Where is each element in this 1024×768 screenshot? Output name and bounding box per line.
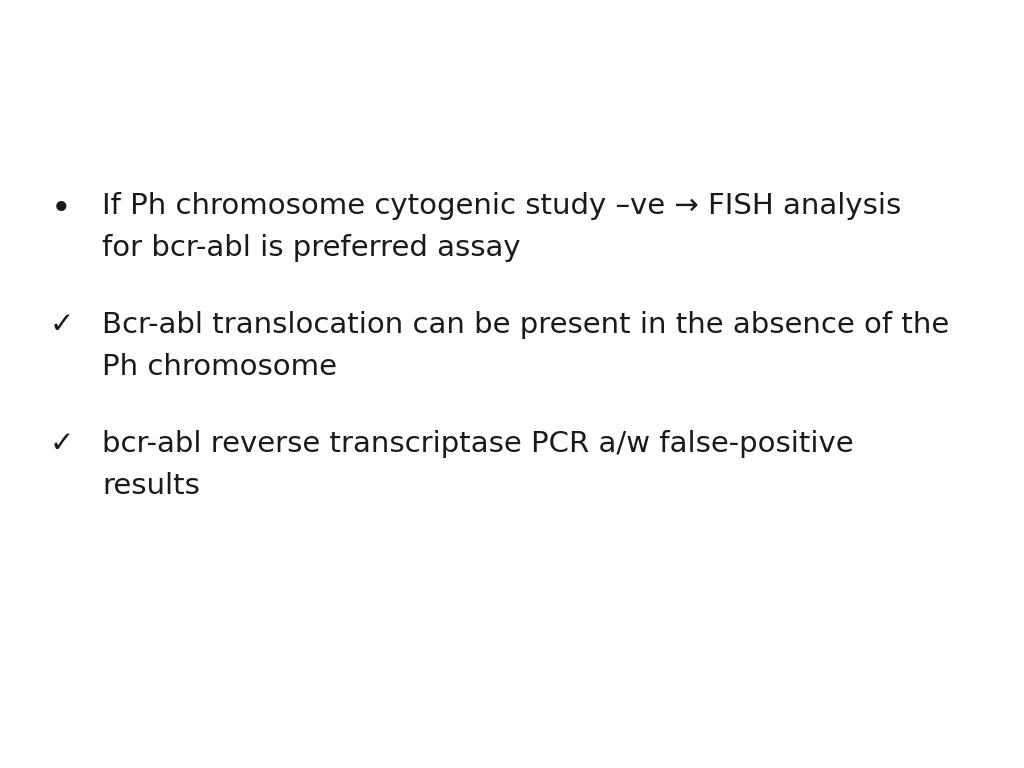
Text: for bcr-abl is preferred assay: for bcr-abl is preferred assay <box>102 234 521 262</box>
Text: ✓: ✓ <box>49 311 74 339</box>
Text: ✓: ✓ <box>49 430 74 458</box>
Text: Ph chromosome: Ph chromosome <box>102 353 337 381</box>
Text: •: • <box>51 192 72 226</box>
Text: If Ph chromosome cytogenic study –ve → FISH analysis: If Ph chromosome cytogenic study –ve → F… <box>102 192 902 220</box>
Text: Bcr-abl translocation can be present in the absence of the: Bcr-abl translocation can be present in … <box>102 311 949 339</box>
Text: results: results <box>102 472 201 500</box>
Text: bcr-abl reverse transcriptase PCR a/w false-positive: bcr-abl reverse transcriptase PCR a/w fa… <box>102 430 854 458</box>
